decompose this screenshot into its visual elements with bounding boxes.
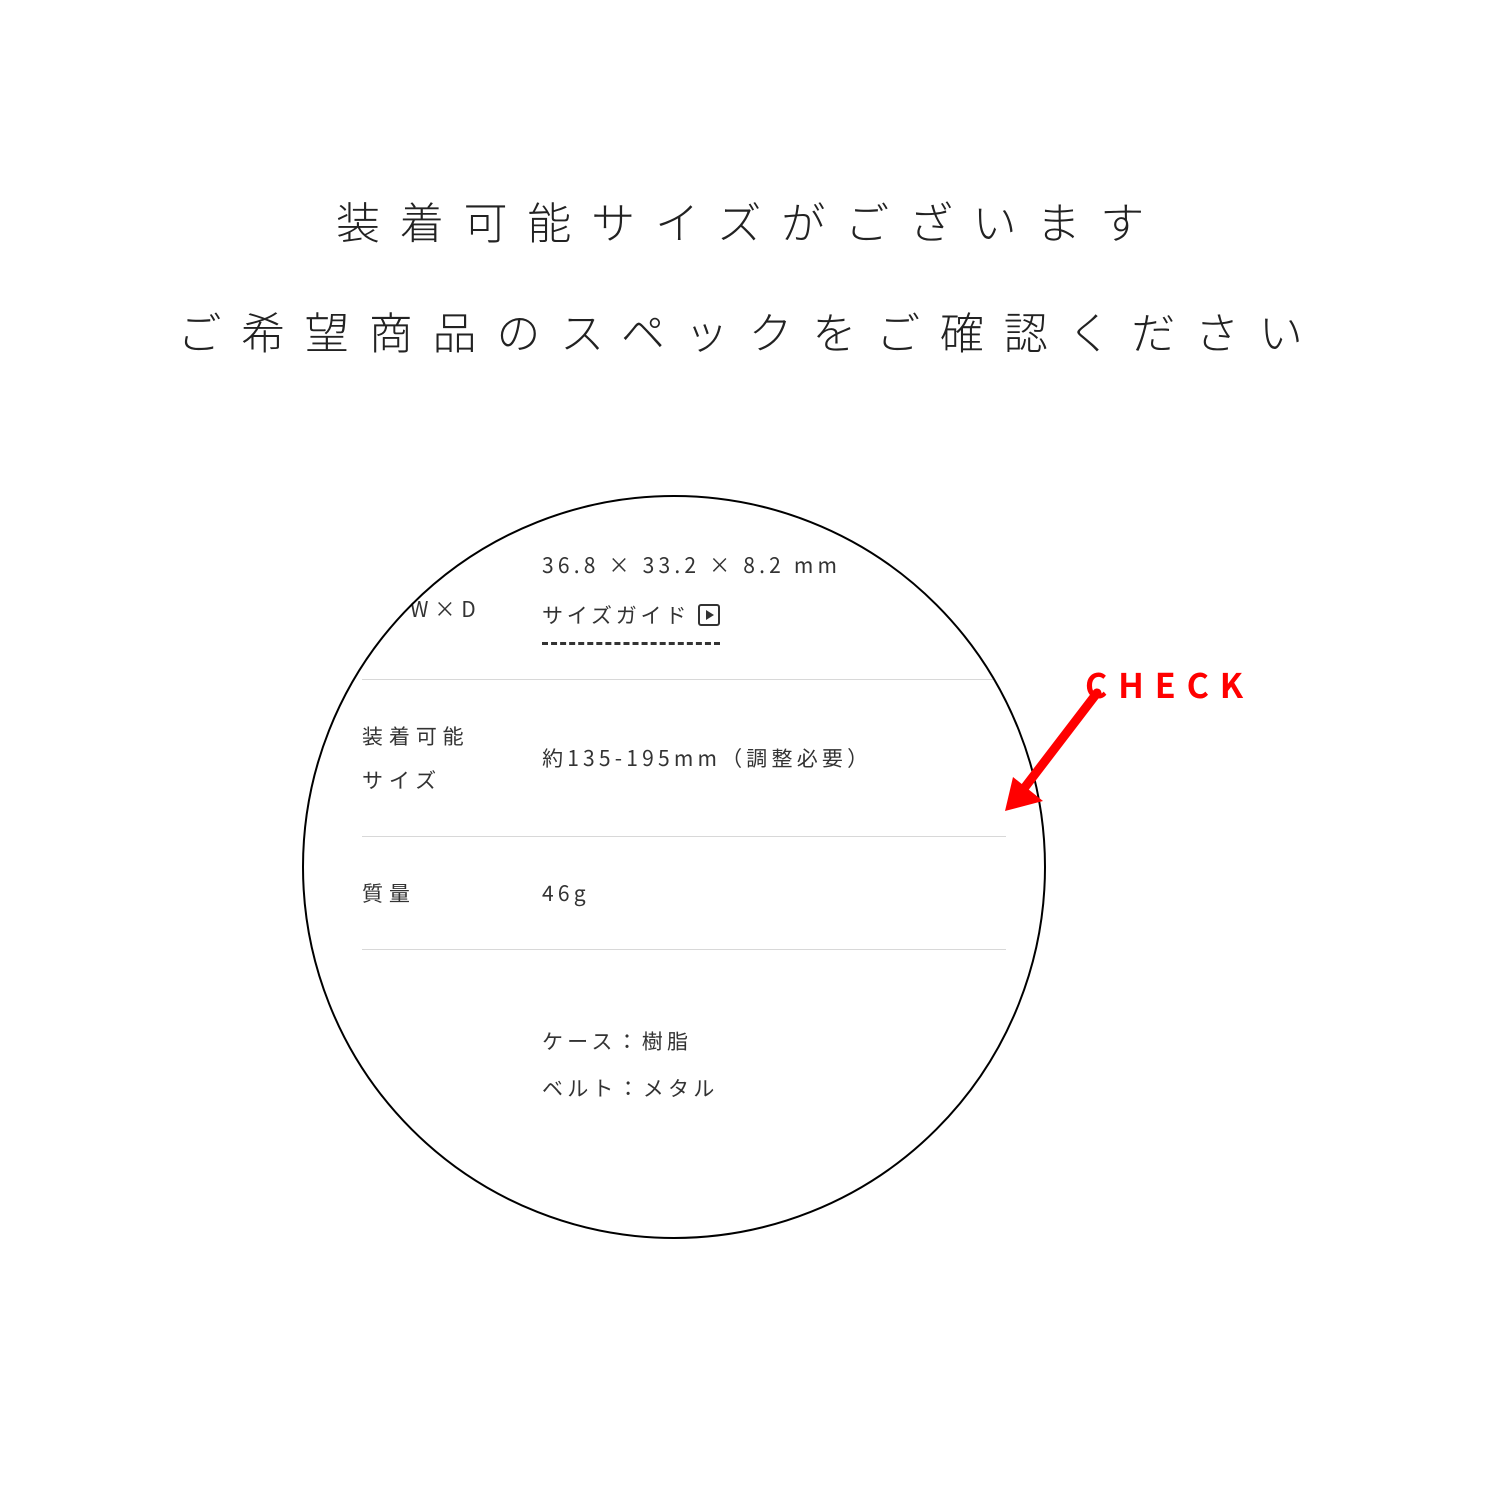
heading-line-1: 装着可能サイズがございます [0, 188, 1500, 252]
size-label-line1: サイズ [362, 543, 542, 587]
spec-value-size: 36.8 × 33.2 × 8.2 mm サイズガイド [542, 543, 1006, 645]
size-guide-link[interactable]: サイズガイド [542, 593, 720, 645]
spec-table: サイズ H×W×D 36.8 × 33.2 × 8.2 mm サイズガイド 装着… [362, 525, 1006, 1145]
heading-line-2: ご希望商品のスペックをご確認ください [0, 298, 1500, 362]
wearable-label-line2: サイズ [362, 758, 542, 802]
spec-value-weight: 46g [542, 871, 1006, 915]
spec-clip: サイズ H×W×D 36.8 × 33.2 × 8.2 mm サイズガイド 装着… [302, 495, 1046, 1239]
spec-row-size: サイズ H×W×D 36.8 × 33.2 × 8.2 mm サイズガイド [362, 525, 1006, 680]
check-callout: CHECK [1085, 659, 1254, 714]
material-belt: ベルト：メタル [542, 1065, 1006, 1111]
arrow-icon [1001, 677, 1111, 817]
spec-value-material: ケース：樹脂 ベルト：メタル [542, 984, 1006, 1110]
wearable-range: 約135-195mm（調整必要） [542, 736, 1006, 780]
size-guide-text: サイズガイド [542, 593, 690, 637]
weight-label: 質量 [362, 871, 542, 915]
spec-label-size: サイズ H×W×D [362, 543, 542, 631]
spec-row-wearable: 装着可能 サイズ 約135-195mm（調整必要） [362, 680, 1006, 837]
spec-label-weight: 質量 [362, 871, 542, 915]
material-case: ケース：樹脂 [542, 1018, 1006, 1064]
spec-value-wearable: 約135-195mm（調整必要） [542, 714, 1006, 780]
spec-label-wearable: 装着可能 サイズ [362, 714, 542, 802]
weight-value: 46g [542, 871, 1006, 915]
spec-magnifier: サイズ H×W×D 36.8 × 33.2 × 8.2 mm サイズガイド 装着… [302, 495, 1046, 1239]
wearable-label-line1: 装着可能 [362, 714, 542, 758]
play-icon [698, 604, 720, 626]
spec-row-weight: 質量 46g [362, 837, 1006, 950]
size-label-line2: H×W×D [362, 587, 542, 631]
size-dimensions: 36.8 × 33.2 × 8.2 mm [542, 543, 1006, 587]
spec-row-material: ケース：樹脂 ベルト：メタル [362, 950, 1006, 1144]
